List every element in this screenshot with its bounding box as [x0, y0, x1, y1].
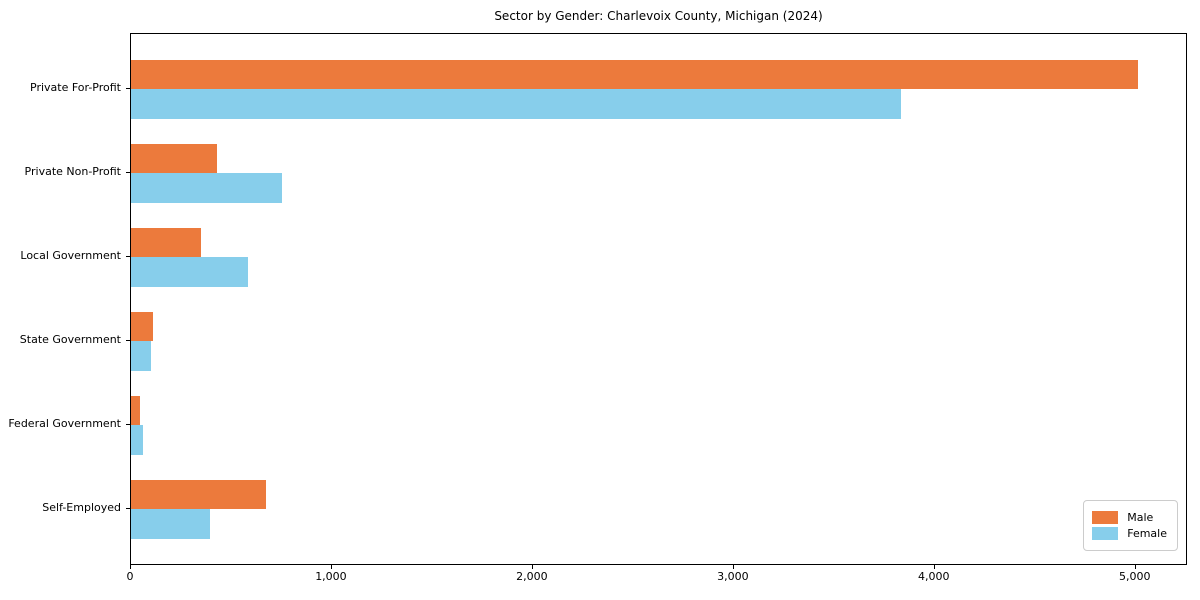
bar-female-private-non-profit [131, 173, 282, 203]
x-tick-mark [933, 565, 935, 569]
x-tick-mark [732, 565, 734, 569]
legend-entry-female: Female [1092, 527, 1167, 540]
y-tick-label-federal-government: Federal Government [8, 417, 121, 430]
bar-female-federal-government [131, 425, 144, 455]
bar-female-local-government [131, 257, 248, 287]
x-tick-mark [330, 565, 332, 569]
x-tick-mark [1134, 565, 1136, 569]
bar-male-self-employed [131, 479, 266, 509]
bar-female-state-government [131, 341, 152, 371]
y-tick-mark [126, 88, 130, 89]
y-tick-mark [126, 424, 130, 425]
legend-entry-male: Male [1092, 511, 1167, 524]
y-tick-mark [126, 172, 130, 173]
y-tick-label-local-government: Local Government [20, 249, 121, 262]
x-tick-mark [531, 565, 533, 569]
x-tick-label-3-000: 3,000 [717, 570, 749, 583]
bar-male-state-government [131, 311, 154, 341]
plot-area: Male Female [130, 33, 1187, 565]
x-tick-label-1-000: 1,000 [315, 570, 347, 583]
y-tick-label-private-non-profit: Private Non-Profit [24, 165, 121, 178]
bar-male-private-non-profit [131, 143, 218, 173]
y-tick-label-self-employed: Self-Employed [42, 501, 121, 514]
legend: Male Female [1083, 500, 1178, 551]
x-tick-mark [130, 565, 131, 569]
legend-swatch-female [1092, 527, 1119, 540]
legend-swatch-male [1092, 511, 1119, 524]
legend-label-male: Male [1127, 511, 1154, 524]
bar-male-local-government [131, 227, 202, 257]
x-tick-label-2-000: 2,000 [516, 570, 548, 583]
x-tick-label-4-000: 4,000 [918, 570, 950, 583]
legend-label-female: Female [1127, 527, 1167, 540]
y-tick-mark [126, 340, 130, 341]
chart-title: Sector by Gender: Charlevoix County, Mic… [494, 9, 823, 23]
bar-male-federal-government [131, 395, 141, 425]
bar-female-private-for-profit [131, 89, 901, 119]
x-tick-label-0: 0 [126, 570, 134, 583]
x-tick-label-5-000: 5,000 [1119, 570, 1151, 583]
y-tick-mark [126, 256, 130, 257]
bar-female-self-employed [131, 509, 211, 539]
bar-male-private-for-profit [131, 59, 1138, 89]
y-tick-label-state-government: State Government [19, 333, 121, 346]
y-tick-mark [126, 508, 130, 509]
y-tick-label-private-for-profit: Private For-Profit [30, 81, 121, 94]
